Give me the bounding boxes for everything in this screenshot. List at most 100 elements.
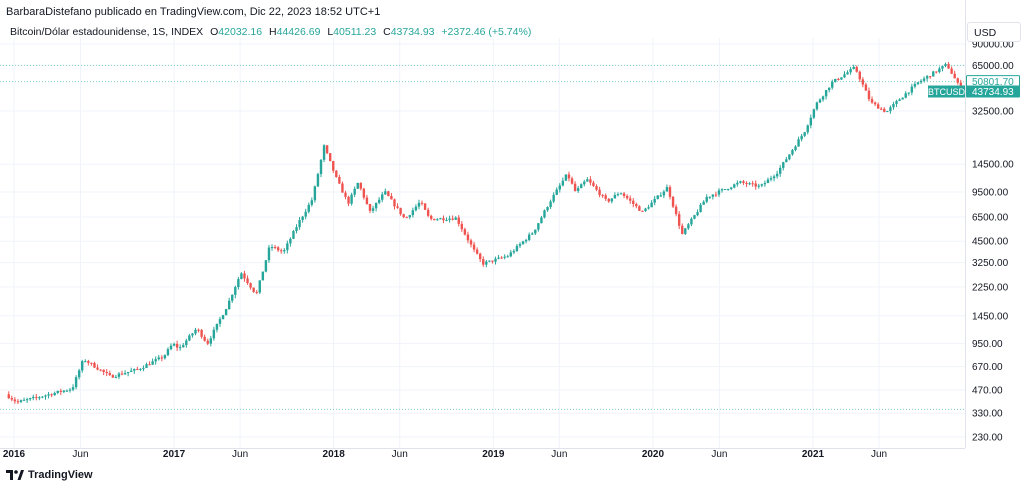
candle [231,294,234,303]
candle-body [935,71,938,73]
candle-body [356,182,359,189]
candle [895,99,898,108]
candle [797,136,800,147]
candle-body [739,181,742,183]
candle-body [564,174,568,181]
candle [831,79,834,90]
candle-body [442,218,445,221]
candle-body [622,193,626,197]
candle-body [252,287,255,292]
candle-body [426,209,430,216]
candle-body [249,283,252,288]
candle-body [365,197,369,204]
candle [907,92,910,96]
candle [310,197,314,207]
candle-body [457,217,460,224]
candle [182,342,185,348]
candle-body [325,145,329,154]
candle [252,287,255,293]
candle-body [687,224,690,229]
candle [402,213,405,219]
time-axis[interactable]: 2016 Jun 2017 Jun 2018 Jun 2019 Jun 2020 Jun 2021 J… [0,448,965,461]
candle [157,355,160,361]
candle [362,187,366,200]
candle-body [861,79,865,85]
candle-body [892,103,895,108]
candle-body [111,375,115,378]
candle [93,361,96,369]
candle [289,237,292,247]
candle [267,245,271,263]
candle-body [130,370,133,372]
chart-grid [0,38,965,448]
currency-button[interactable]: USD [967,22,1021,42]
candle-body [56,390,59,393]
candle [390,192,393,200]
symbol-name[interactable]: Bitcoin/Dólar estadounidense, 1S, INDEX [10,26,204,38]
candle [791,148,794,156]
candle-body [846,72,849,75]
candle-body [402,214,405,218]
candle [564,174,568,182]
candle-body [916,82,920,84]
candle-body [454,217,457,220]
candle [478,252,482,262]
candle [25,397,29,403]
candle [938,66,941,74]
candle-body [59,390,62,392]
candle-body [644,208,647,212]
candle-body [50,394,53,396]
candle [105,369,108,377]
candle-body [387,191,390,197]
candle [867,87,871,102]
candle [301,215,304,223]
symbol-legend: Bitcoin/Dólar estadounidense, 1S, INDEX … [10,26,531,38]
candle-body [319,159,323,175]
candle-body [472,244,476,250]
candle-body [524,239,528,242]
candle [494,256,497,265]
candle [188,333,191,342]
candle [638,205,641,211]
candle [44,394,47,400]
candle [261,271,265,281]
candle-body [870,99,874,103]
price-tick-label: 14500.00 [972,160,1014,171]
candle-body [671,196,675,207]
candle [809,114,813,129]
candle [313,185,317,203]
candle [169,343,173,351]
candle-body [276,247,280,251]
close-label: C [383,26,391,38]
candle-body [420,202,424,204]
candle [99,369,102,372]
candle-body [433,218,436,221]
price-markers: 50801.70 BTCUSD 43734.93 [928,75,1020,98]
price-axis[interactable]: 90000.00 65000.00 32500.00 14500.00 9500.00 6… [965,0,1015,448]
candle-body [393,199,396,207]
candle [690,217,693,227]
candlestick-series[interactable] [7,61,969,405]
candle [255,290,258,295]
candle-body [561,180,565,186]
candle-body [592,182,595,187]
candle-body [555,189,558,195]
candle [273,244,277,250]
candle-body [812,109,816,118]
candle-body [925,76,929,79]
candle [515,244,519,253]
candle-body [824,89,828,97]
candle-body [353,188,356,195]
candle-body [543,210,546,218]
candle [580,183,583,189]
candle [356,182,359,189]
candle-body [374,202,378,209]
candle-body [693,215,696,219]
candle-body [71,387,75,390]
candle [506,254,509,258]
high-label: H [269,26,277,38]
candle [601,194,604,198]
candle-body [120,373,124,375]
candle-body [224,309,228,316]
